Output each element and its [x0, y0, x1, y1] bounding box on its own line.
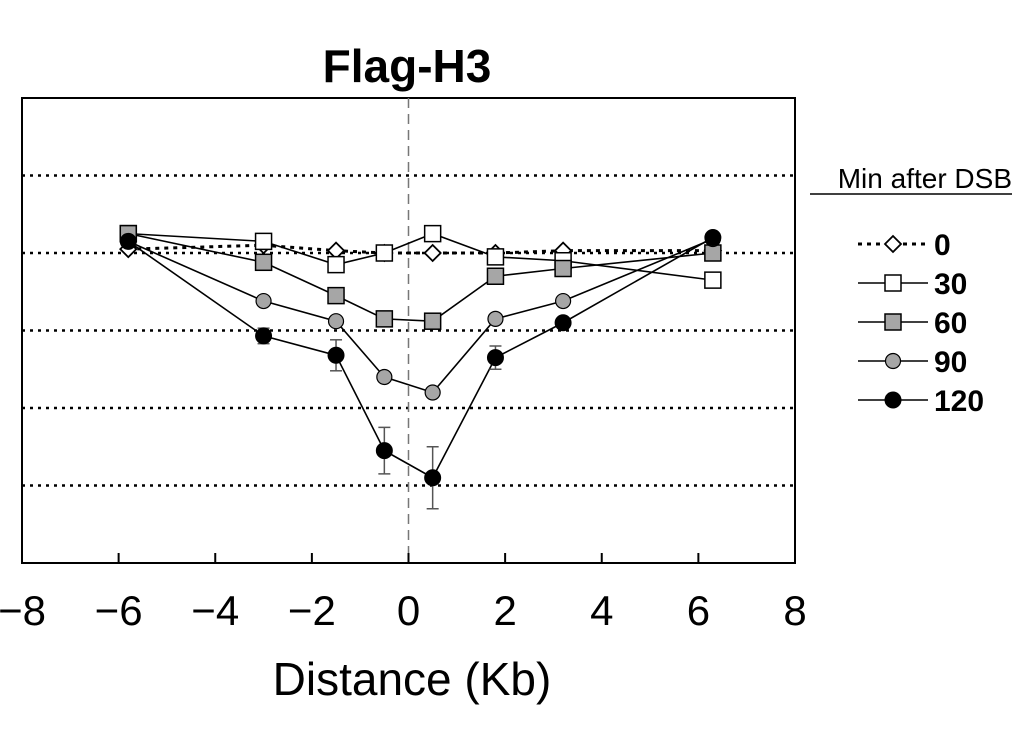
data-point — [255, 292, 272, 310]
x-axis-label: Distance (Kb) — [273, 653, 552, 705]
data-point — [423, 243, 442, 263]
x-tick-label: 8 — [783, 587, 806, 634]
data-point — [254, 232, 273, 251]
plot-area — [21, 97, 796, 564]
legend-label: 90 — [934, 346, 967, 379]
data-point — [704, 229, 722, 246]
data-point — [486, 248, 505, 266]
legend-marker — [883, 234, 903, 254]
legend-item-90: 90 — [858, 346, 967, 379]
data-point — [375, 244, 394, 262]
legend-label: 60 — [934, 307, 967, 340]
series-line — [128, 232, 713, 323]
x-tick-label: −8 — [0, 587, 46, 634]
x-tick-label: 6 — [687, 587, 710, 634]
data-point — [327, 286, 345, 305]
data-point — [254, 253, 273, 272]
legend-item-60: 60 — [858, 307, 967, 340]
data-point — [375, 310, 394, 328]
data-point — [554, 259, 572, 278]
data-point — [327, 313, 345, 330]
data-point — [255, 327, 273, 345]
data-point — [423, 312, 442, 330]
series-60 — [119, 224, 722, 330]
x-tick-label: −6 — [95, 587, 143, 634]
data-point — [554, 314, 572, 332]
data-point — [424, 469, 442, 487]
series-90 — [120, 230, 721, 401]
data-point — [486, 267, 505, 285]
series-30 — [119, 224, 722, 289]
legend-item-120: 120 — [858, 385, 984, 418]
data-point — [376, 368, 393, 386]
x-tick-label: 2 — [493, 587, 516, 634]
series-line — [127, 236, 714, 479]
legend-marker — [884, 274, 902, 292]
legend-item-30: 30 — [858, 268, 967, 301]
data-point — [375, 442, 393, 460]
legend-label: 0 — [934, 229, 951, 262]
data-point — [423, 224, 442, 243]
data-point — [704, 244, 722, 262]
x-tick-label: 4 — [590, 587, 613, 634]
series-line — [128, 243, 713, 255]
legend-marker — [884, 391, 902, 409]
data-point — [486, 349, 504, 367]
x-tick-label: −4 — [191, 587, 239, 634]
legend-marker — [884, 313, 902, 331]
series-line — [127, 238, 714, 394]
series-120 — [119, 229, 722, 510]
data-point — [487, 310, 504, 327]
legend-label: 30 — [934, 268, 967, 301]
data-point — [554, 292, 572, 310]
series-line — [128, 232, 713, 281]
x-tick-label: 0 — [397, 587, 420, 634]
x-tick-label: −2 — [288, 587, 336, 634]
data-point — [327, 255, 345, 274]
legend-label: 120 — [934, 385, 984, 418]
legend-title: Min after DSB — [838, 163, 1012, 194]
data-point — [119, 232, 137, 250]
series-0 — [119, 235, 723, 263]
legend: Min after DSB 0 30 60 90 120 — [810, 163, 1012, 418]
data-point — [424, 384, 441, 401]
data-point — [327, 346, 345, 364]
legend-item-0: 0 — [858, 229, 951, 262]
data-point — [704, 271, 722, 289]
series-layer — [119, 224, 723, 510]
chart-title: Flag-H3 — [323, 40, 492, 92]
legend-marker — [884, 352, 902, 370]
x-axis-ticks: −8 −6 −4 −2 0 2 4 6 8 — [0, 553, 807, 634]
